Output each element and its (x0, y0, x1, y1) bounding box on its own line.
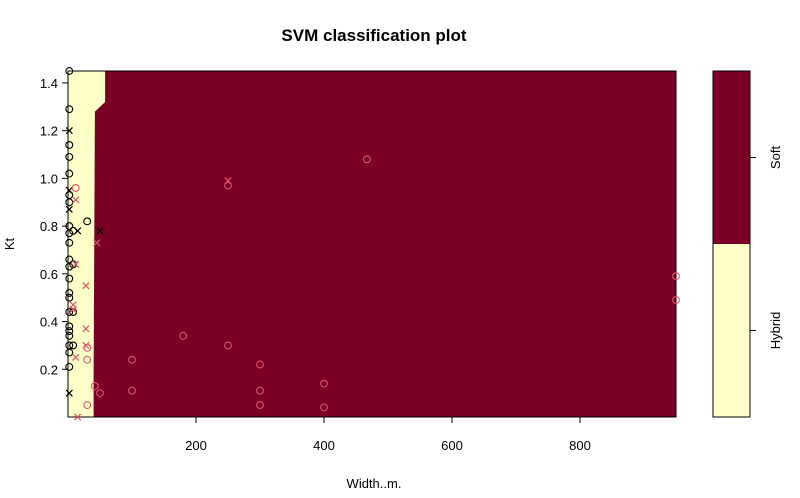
point-circle (128, 386, 136, 395)
point-circle (83, 217, 92, 226)
point-cross (73, 227, 82, 235)
x-tick-label: 600 (441, 438, 463, 453)
y-tick-label: 1.0 (40, 171, 58, 186)
point-circle (65, 152, 74, 161)
region-soft (68, 71, 676, 417)
point-circle (256, 386, 264, 395)
point-circle (96, 389, 104, 398)
point-circle (179, 331, 188, 340)
point-cross (72, 353, 80, 361)
y-tick-label: 0.6 (40, 267, 58, 282)
point-circle (362, 155, 371, 164)
legend-label-soft: Soft (768, 146, 783, 170)
point-circle (65, 288, 74, 297)
point-circle (128, 355, 136, 364)
x-axis-label: Width..m. (347, 476, 402, 491)
point-circle (65, 327, 74, 336)
point-circle (65, 169, 74, 178)
y-tick-label: 0.2 (40, 362, 58, 377)
point-circle (65, 238, 74, 247)
y-axis-label: Kt (2, 237, 17, 250)
point-circle (65, 322, 74, 331)
point-circle (65, 308, 74, 316)
x-tick-label: 800 (569, 438, 591, 453)
point-circle (69, 341, 78, 350)
legend-swatch-soft (713, 71, 750, 244)
point-circle (83, 355, 92, 364)
point-circle (224, 181, 232, 190)
point-cross (93, 239, 101, 247)
plot-border (67, 70, 677, 418)
point-circle (65, 105, 74, 114)
color-key-legend: Soft Hybrid (712, 70, 783, 418)
point-circle (65, 348, 74, 357)
point-cross (65, 205, 73, 214)
point-circle (71, 183, 80, 192)
y-tick-label: 0.8 (40, 219, 58, 234)
point-circle (90, 382, 99, 390)
y-tick-label: 1.2 (40, 124, 58, 139)
x-tick-label: 400 (313, 438, 335, 453)
point-cross (82, 325, 90, 333)
point-circle (83, 401, 92, 410)
region-hybrid (68, 71, 106, 417)
point-circle (256, 360, 264, 369)
point-cross (73, 413, 82, 421)
legend-border (712, 70, 751, 418)
point-circle (83, 343, 92, 352)
point-circle (672, 272, 680, 281)
legend-label-hybrid: Hybrid (768, 312, 783, 350)
point-circle (65, 67, 74, 75)
point-circle (65, 293, 74, 302)
point-circle (672, 296, 680, 305)
point-cross (82, 282, 90, 290)
point-circle (320, 403, 328, 412)
point-circle (256, 401, 264, 410)
point-cross (72, 196, 80, 204)
point-circle (65, 229, 74, 238)
point-cross (65, 389, 73, 397)
point-circle (224, 341, 232, 350)
point-cross (96, 227, 104, 235)
point-cross (65, 127, 73, 135)
y-tick-label: 1.4 (40, 76, 58, 91)
chart-title: SVM classification plot (281, 26, 466, 45)
point-cross (72, 260, 80, 268)
point-circle (65, 362, 74, 371)
x-tick-label: 200 (185, 438, 207, 453)
point-circle (69, 308, 78, 316)
point-circle (65, 141, 74, 149)
plot-area: 200 400 600 800 0.2 0.4 0.6 0.8 1.0 1.2 1.4 (40, 67, 680, 453)
point-circle (320, 379, 328, 388)
point-circle (65, 274, 74, 283)
point-circle (65, 331, 74, 340)
legend-swatch-hybrid (713, 244, 750, 417)
point-cross (69, 305, 77, 314)
point-circle (69, 226, 78, 235)
y-tick-label: 0.4 (40, 315, 58, 330)
